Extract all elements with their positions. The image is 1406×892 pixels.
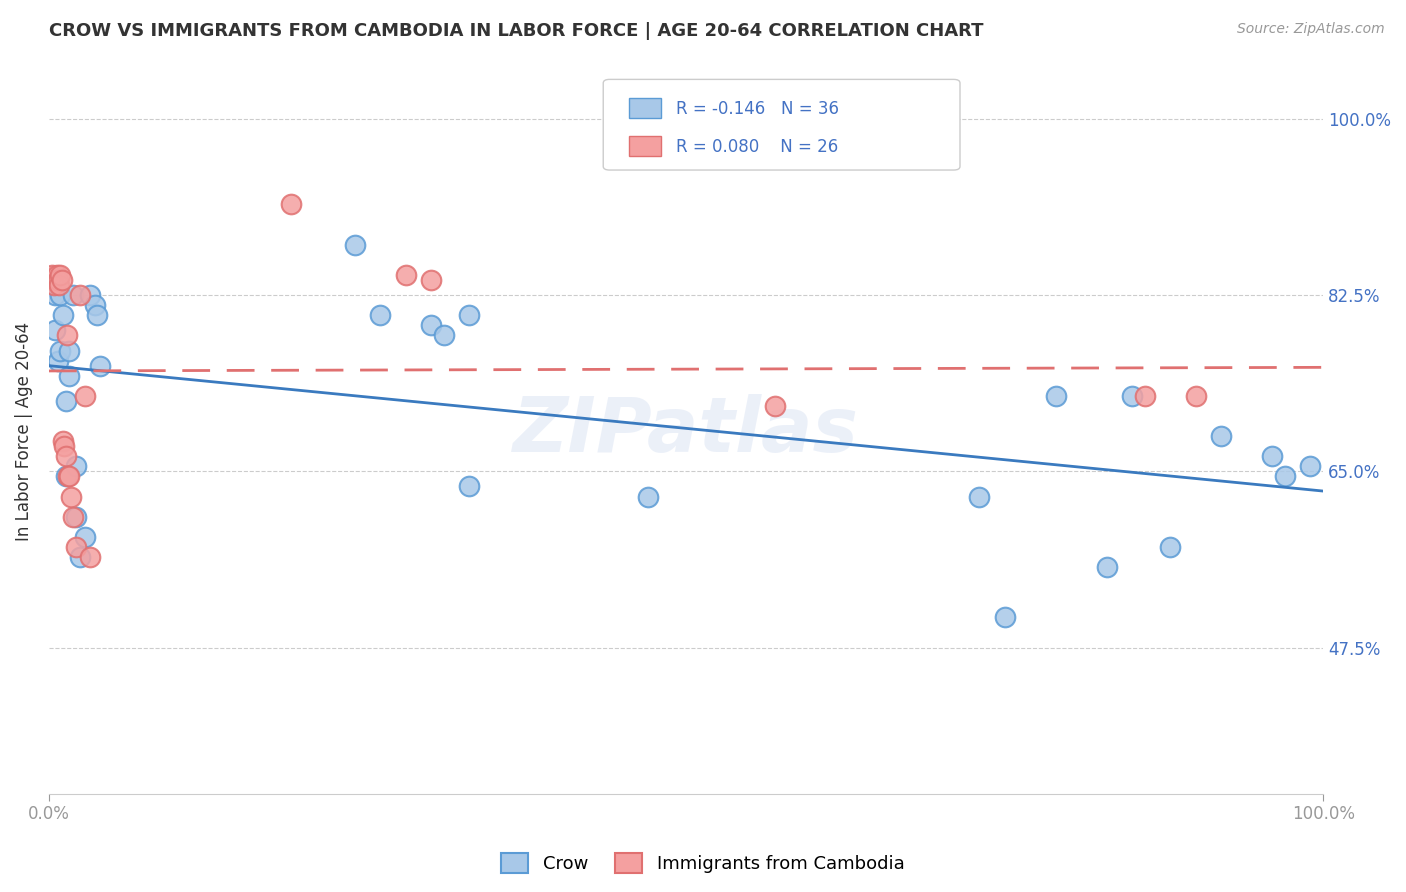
Point — [62, 288, 84, 302]
Point — [52, 434, 75, 449]
Point — [58, 343, 80, 358]
Point — [637, 490, 659, 504]
Point — [51, 273, 73, 287]
Point — [56, 469, 79, 483]
Point — [55, 450, 77, 464]
Point — [1211, 429, 1233, 443]
Point — [44, 323, 66, 337]
Point — [1045, 389, 1067, 403]
Point — [458, 308, 481, 322]
Point — [42, 273, 65, 287]
Point — [52, 308, 75, 322]
Point — [65, 459, 87, 474]
Point — [58, 469, 80, 483]
Point — [56, 328, 79, 343]
Point — [420, 318, 443, 333]
Point — [763, 399, 786, 413]
Point — [42, 278, 65, 293]
FancyBboxPatch shape — [603, 79, 960, 170]
Point — [420, 273, 443, 287]
Point — [994, 610, 1017, 624]
Point — [1184, 389, 1206, 403]
Point — [46, 273, 69, 287]
Point — [65, 509, 87, 524]
Point — [1274, 469, 1296, 483]
Point — [79, 288, 101, 302]
Point — [280, 197, 302, 211]
Point — [368, 308, 391, 322]
Point — [49, 343, 72, 358]
Point — [58, 368, 80, 383]
Text: R = 0.080    N = 26: R = 0.080 N = 26 — [676, 138, 838, 156]
Point — [458, 479, 481, 493]
Point — [69, 288, 91, 302]
Point — [73, 389, 96, 403]
Text: Source: ZipAtlas.com: Source: ZipAtlas.com — [1237, 22, 1385, 37]
Point — [44, 288, 66, 302]
Point — [48, 278, 70, 293]
Point — [53, 439, 76, 453]
FancyBboxPatch shape — [628, 98, 661, 118]
Point — [1095, 560, 1118, 574]
Point — [41, 268, 63, 282]
Text: CROW VS IMMIGRANTS FROM CAMBODIA IN LABOR FORCE | AGE 20-64 CORRELATION CHART: CROW VS IMMIGRANTS FROM CAMBODIA IN LABO… — [49, 22, 984, 40]
Text: R = -0.146   N = 36: R = -0.146 N = 36 — [676, 100, 839, 118]
Point — [46, 353, 69, 368]
FancyBboxPatch shape — [628, 136, 661, 156]
Point — [1133, 389, 1156, 403]
Point — [1121, 389, 1143, 403]
Point — [59, 490, 82, 504]
Point — [967, 490, 990, 504]
Point — [1299, 459, 1322, 474]
Point — [1261, 450, 1284, 464]
Point — [65, 540, 87, 554]
Point — [49, 288, 72, 302]
Point — [69, 549, 91, 564]
Text: ZIPatlas: ZIPatlas — [513, 394, 859, 468]
Point — [86, 308, 108, 322]
Point — [395, 268, 418, 282]
Point — [55, 469, 77, 483]
Point — [49, 268, 72, 282]
Y-axis label: In Labor Force | Age 20-64: In Labor Force | Age 20-64 — [15, 321, 32, 541]
Point — [73, 530, 96, 544]
Point — [89, 359, 111, 373]
Point — [433, 328, 456, 343]
Point — [83, 298, 105, 312]
Legend: Crow, Immigrants from Cambodia: Crow, Immigrants from Cambodia — [496, 847, 910, 879]
Point — [1159, 540, 1181, 554]
Point — [55, 393, 77, 408]
Point — [343, 237, 366, 252]
Point — [45, 268, 67, 282]
Point — [79, 549, 101, 564]
Point — [62, 509, 84, 524]
